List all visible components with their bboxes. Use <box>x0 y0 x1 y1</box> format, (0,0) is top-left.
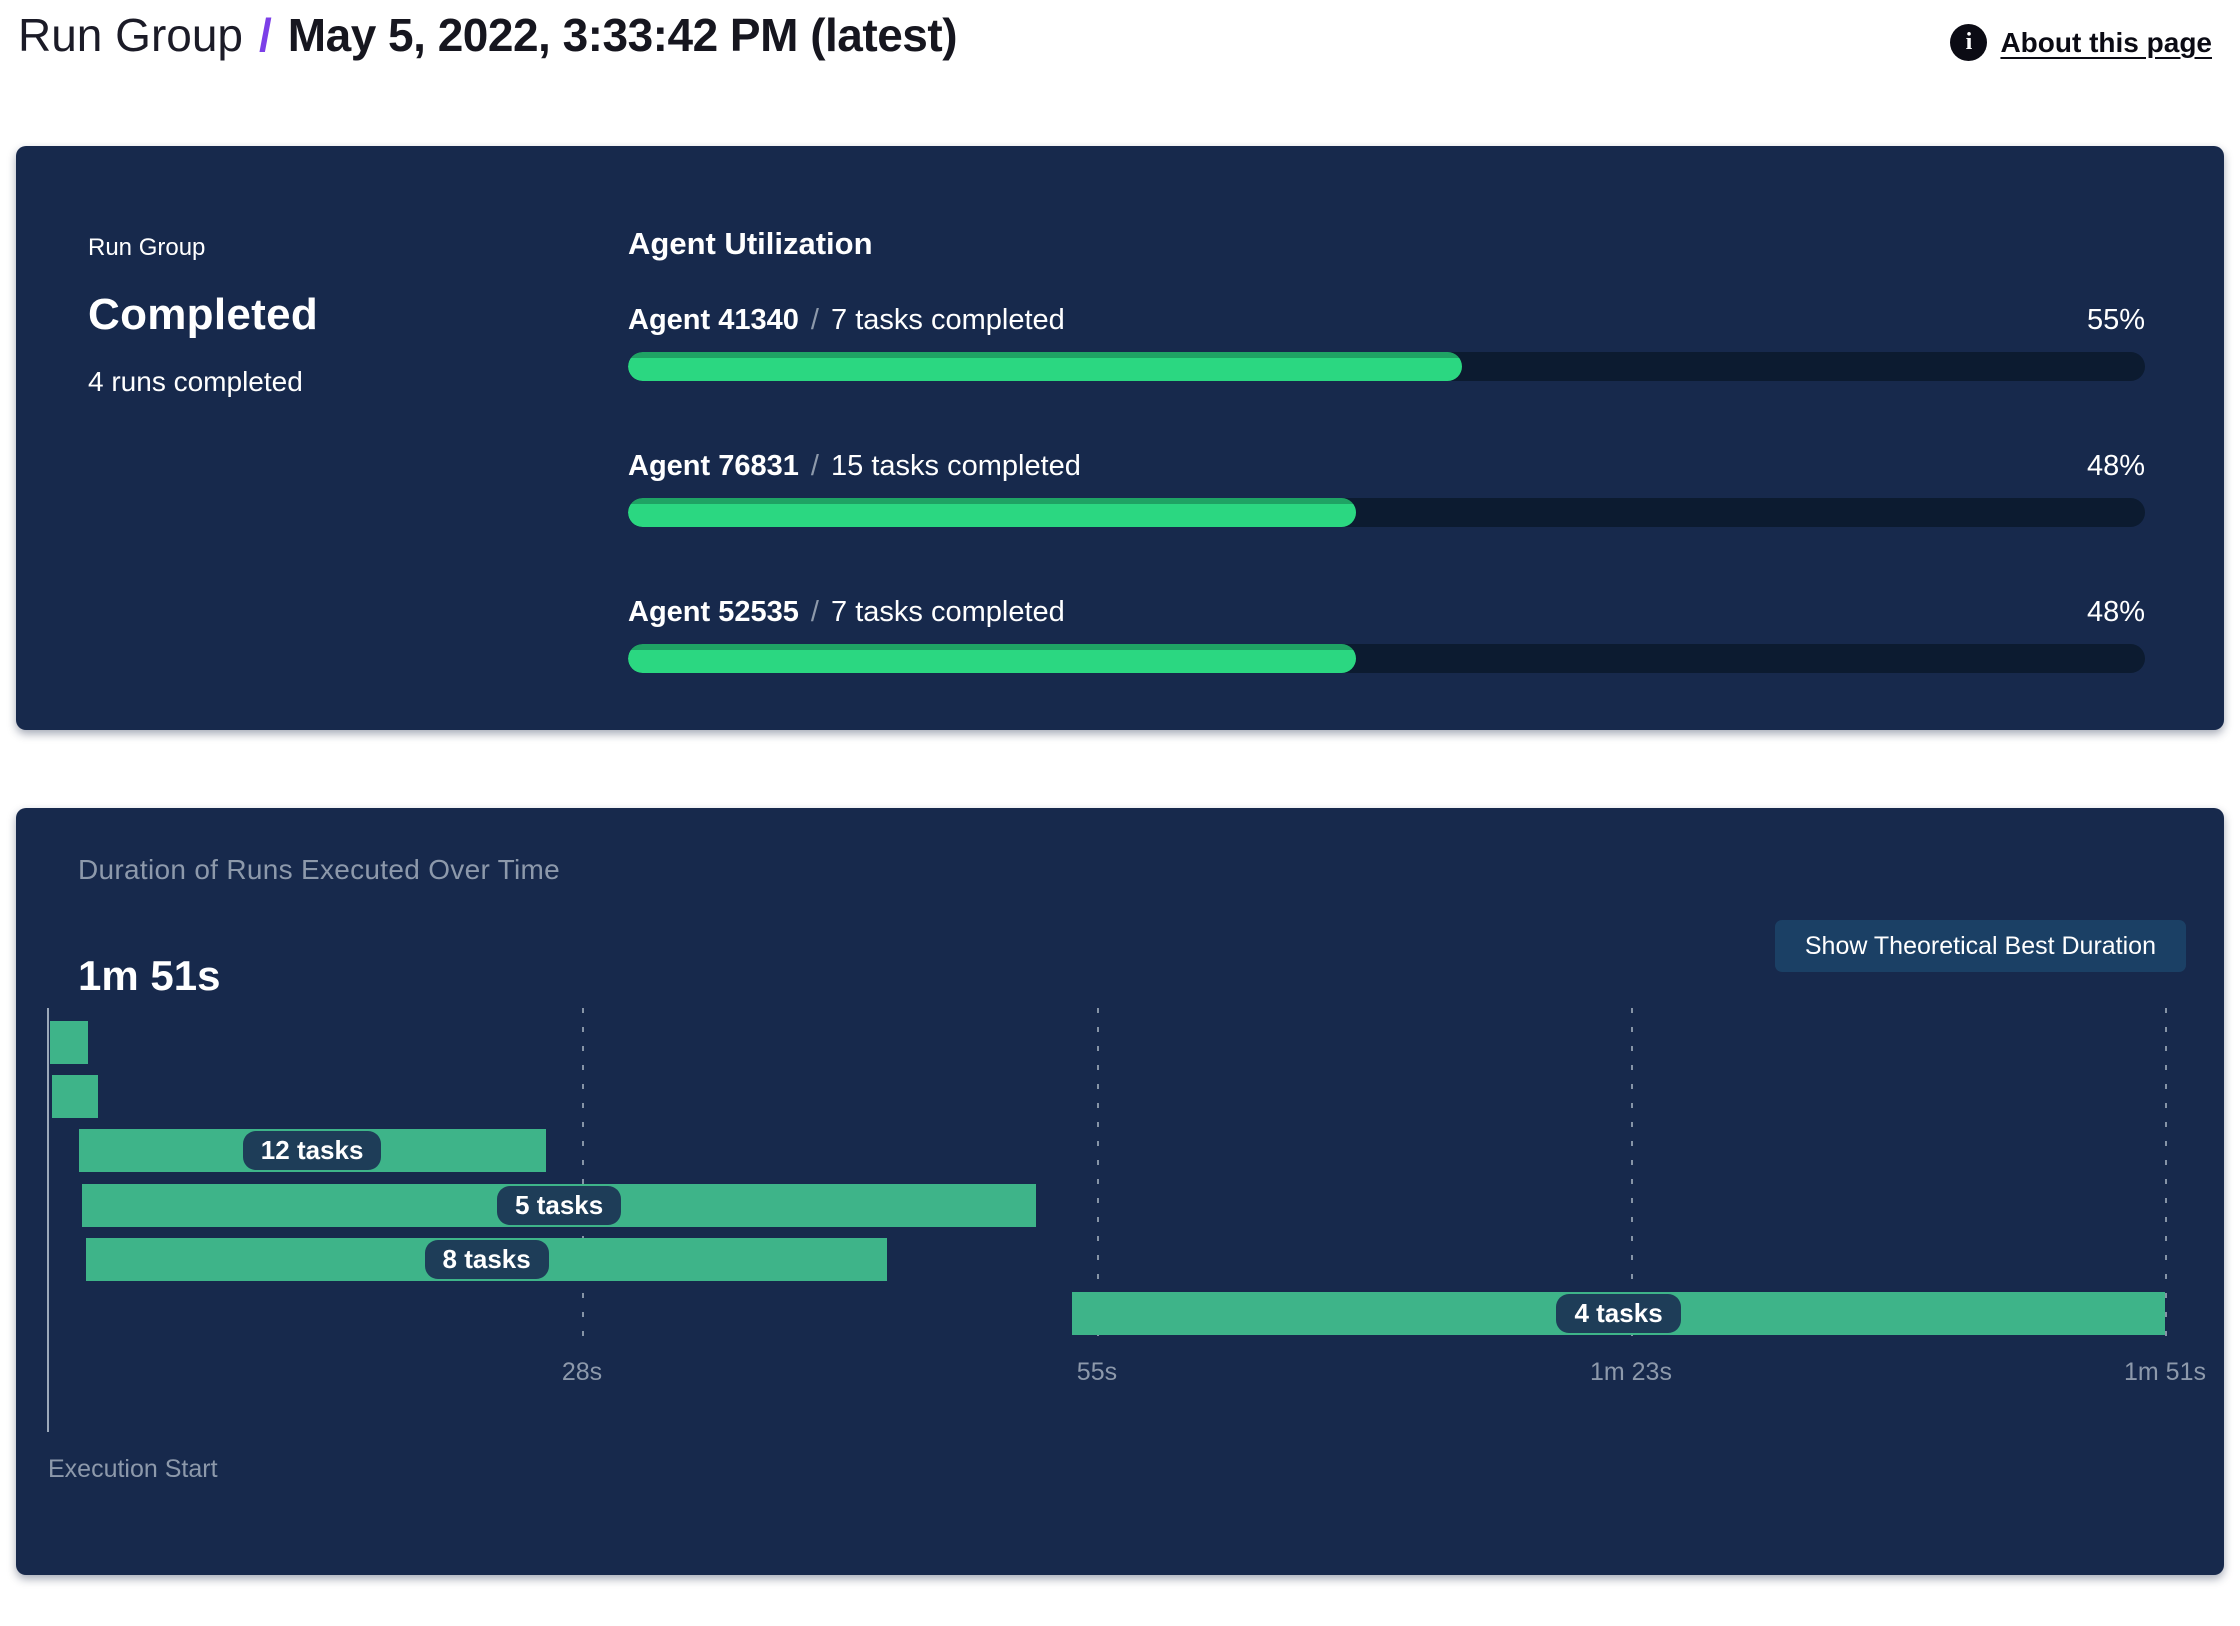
agent-utilization-percent: 48% <box>2086 450 2145 482</box>
duration-of-runs-panel: Duration of Runs Executed Over Time 1m 5… <box>16 808 2224 1575</box>
agent-utilization-row: Agent 41340 / 7 tasks completed 55% <box>628 304 2145 381</box>
run-group-status-panel: Run Group Completed 4 runs completed Age… <box>16 146 2224 730</box>
execution-start-label: Execution Start <box>48 1455 218 1483</box>
agent-utilization-percent: 55% <box>2086 304 2145 336</box>
run-bar[interactable] <box>49 1021 89 1064</box>
agent-label-separator: / <box>802 596 828 628</box>
breadcrumb-separator: / <box>259 9 272 61</box>
agent-utilization-fill <box>628 644 1357 673</box>
status-panel-label: Run Group <box>88 234 206 261</box>
agent-name: Agent 52535 <box>628 596 799 628</box>
about-this-page-label: About this page <box>2000 26 2212 58</box>
agent-utilization-fill <box>628 498 1357 527</box>
total-duration-value: 1m 51s <box>78 952 221 999</box>
run-task-count-pill: 12 tasks <box>242 1131 382 1171</box>
time-tick-label: 55s <box>1076 1358 1118 1386</box>
time-gridline <box>1630 1008 1633 1350</box>
agent-utilization-track <box>628 644 2145 673</box>
breadcrumb: Run Group / May 5, 2022, 3:33:42 PM (lat… <box>18 8 958 62</box>
agent-utilization-section: Agent Utilization Agent 41340 / 7 tasks … <box>628 226 2145 742</box>
agent-label: Agent 41340 / 7 tasks completed <box>628 304 1065 337</box>
time-tick-label: 1m 51s <box>2124 1358 2206 1386</box>
run-task-count-pill: 4 tasks <box>1556 1294 1681 1333</box>
agent-tasks-completed: 15 tasks completed <box>831 450 1081 482</box>
time-tick-label: 28s <box>561 1358 603 1386</box>
run-task-count-pill: 8 tasks <box>424 1239 549 1279</box>
run-group-status: Completed <box>88 290 319 339</box>
agent-utilization-track <box>628 352 2145 381</box>
agent-utilization-list: Agent 41340 / 7 tasks completed 55% Agen… <box>628 304 2145 673</box>
agent-name: Agent 41340 <box>628 304 799 336</box>
show-theoretical-best-duration-button[interactable]: Show Theoretical Best Duration <box>1774 920 2186 972</box>
breadcrumb-root[interactable]: Run Group <box>18 9 244 61</box>
page-title: May 5, 2022, 3:33:42 PM (latest) <box>287 9 958 61</box>
agent-utilization-row: Agent 52535 / 7 tasks completed 48% <box>628 596 2145 673</box>
info-icon: i <box>1950 24 1988 61</box>
agent-label-separator: / <box>802 450 828 482</box>
time-gridline <box>2165 1008 2167 1350</box>
duration-chart-title: Duration of Runs Executed Over Time <box>78 854 561 885</box>
run-bar[interactable] <box>51 1075 98 1119</box>
agent-utilization-fill <box>628 352 1463 381</box>
status-column: Run Group Completed 4 runs completed <box>88 234 318 398</box>
agent-name: Agent 76831 <box>628 450 799 482</box>
agent-utilization-row: Agent 76831 / 15 tasks completed 48% <box>628 450 2145 527</box>
runs-completed-count: 4 runs completed <box>88 366 303 397</box>
agent-label: Agent 52535 / 7 tasks completed <box>628 596 1065 629</box>
time-gridline <box>582 1008 585 1350</box>
time-gridline <box>1096 1008 1099 1350</box>
agent-tasks-completed: 7 tasks completed <box>831 596 1065 628</box>
about-this-page-link[interactable]: i About this page <box>1950 24 2212 61</box>
agent-utilization-title: Agent Utilization <box>628 226 873 261</box>
page-header: Run Group / May 5, 2022, 3:33:42 PM (lat… <box>18 8 2212 62</box>
agent-utilization-percent: 48% <box>2086 596 2145 628</box>
agent-tasks-completed: 7 tasks completed <box>831 304 1065 336</box>
run-bar[interactable]: 4 tasks <box>1072 1292 2165 1335</box>
agent-utilization-track <box>628 498 2145 527</box>
execution-start-axis-line <box>47 1008 49 1432</box>
run-bar[interactable]: 12 tasks <box>78 1129 546 1173</box>
run-bar[interactable]: 8 tasks <box>86 1237 888 1281</box>
agent-label: Agent 76831 / 15 tasks completed <box>628 450 1081 483</box>
run-bar[interactable]: 5 tasks <box>82 1183 1036 1227</box>
time-tick-label: 1m 23s <box>1589 1358 1672 1386</box>
run-duration-gantt-chart: Execution Start 28s 55s 1m 23s 1m 51s 12… <box>47 1008 2206 1488</box>
run-task-count-pill: 5 tasks <box>497 1185 622 1225</box>
agent-label-separator: / <box>802 304 828 336</box>
